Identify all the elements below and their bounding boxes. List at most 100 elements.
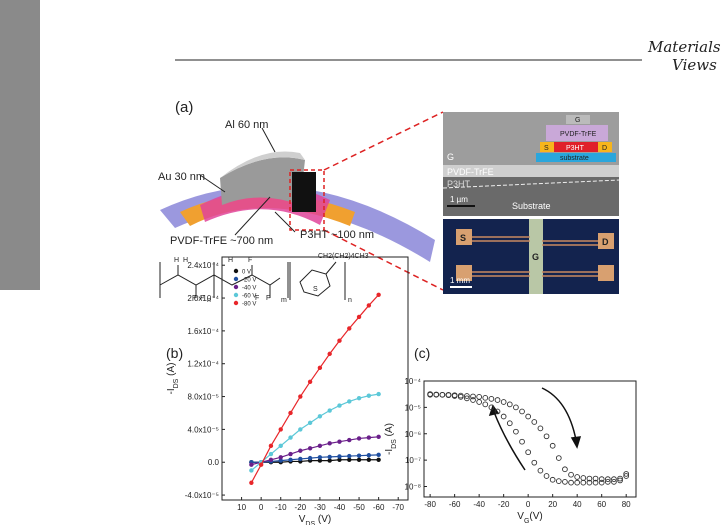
data-point [337,439,342,444]
data-point [347,453,352,459]
data-point [327,408,332,413]
data-point [451,393,458,399]
plot-frame [423,380,637,498]
data-point [298,394,303,399]
data-point [337,338,342,343]
data-point [580,479,587,486]
data-point [298,427,303,432]
sem-label: PVDF-TrFE [560,131,597,138]
y-tick-label: 2.0x10⁻⁴ [187,294,219,303]
data-point [586,479,593,486]
panel-label: (a) [175,99,193,116]
x-tick-label: 10 [237,503,246,512]
data-point [598,479,605,486]
data-point [278,458,283,463]
data-point [317,458,323,463]
data-point [327,454,332,460]
atom: H [174,257,179,264]
data-point [337,454,342,459]
panel-label: (b) [166,345,183,361]
data-point [327,351,332,357]
data-point [317,365,323,371]
data-point [433,391,440,398]
data-point [604,479,611,485]
sem-label: G [575,117,580,124]
data-point [427,391,433,397]
x-tick-label: 80 [622,500,631,509]
data-point [317,443,323,449]
data-point [288,451,293,457]
y-tick-label: 1.6x10⁻⁴ [187,327,219,336]
x-tick-label: -60 [449,500,461,509]
data-point [288,435,293,440]
side-bar [0,0,40,290]
legend-marker [233,284,239,290]
scale-bar-label: 1 mm [450,276,470,285]
x-tick-label: -20 [295,503,307,512]
legend-label: -40 V [242,286,256,292]
axis-title: -IDS (A) [384,423,398,455]
y-tick-label: -4.0x10⁻⁵ [185,491,219,500]
x-tick-label: 20 [548,500,557,509]
data-point [298,448,303,453]
data-point [307,379,313,384]
y-tick-label: 10⁻⁷ [405,456,421,465]
x-tick-label: -40 [334,503,346,512]
data-point [347,437,352,443]
data-point [549,476,556,483]
data-point [356,314,362,320]
data-point [531,419,538,425]
sem-label: substrate [560,155,589,162]
sem-label: P3HT [447,179,471,189]
layer-label: P3HT ~100 nm [300,229,374,241]
panel-label: (c) [414,345,430,361]
data-point [258,462,264,467]
layer-label: Al 60 nm [225,119,268,131]
device-illustration [160,111,444,291]
data-point [555,455,562,461]
x-tick-label: -50 [353,503,365,512]
data-point [249,462,254,467]
data-point [307,455,313,461]
data-point [617,477,623,484]
data-point [376,292,381,297]
logo: Materials [647,38,721,56]
data-point [317,414,323,419]
data-point [445,392,452,399]
data-point [500,413,507,420]
data-point [376,391,381,397]
x-tick-label: -30 [314,503,326,512]
data-point [623,473,630,479]
x-tick-label: 0 [526,500,531,509]
y-tick-label: 10⁻⁶ [405,430,421,439]
data-point [376,452,381,458]
data-point [574,474,581,480]
data-point [307,420,313,426]
data-point [337,403,342,408]
data-point [531,459,538,466]
data-point [604,476,611,483]
data-point [376,434,381,439]
y-tick-label: 8.0x10⁻⁵ [187,393,219,402]
atom: S [313,286,318,293]
data-point [278,443,283,449]
legend-label: 0 V [242,270,251,276]
x-tick-label: -80 [424,500,436,509]
data-point [537,467,544,474]
data-point [525,413,532,420]
legend-label: -80 V [242,302,256,308]
data-point [482,401,489,408]
data-point [568,479,574,486]
data-point [337,457,342,462]
layer-label: PVDF-TrFE ~700 nm [170,235,273,247]
y-tick-label: 0.0 [208,458,220,467]
legend-label: -20 V [242,278,256,284]
data-point [562,466,568,473]
data-point [439,391,446,398]
data-point [470,397,476,403]
data-point [298,456,303,462]
legend-marker [233,276,239,282]
data-point [366,435,372,440]
y-tick-label: 2.4x10⁻⁴ [187,261,219,270]
data-point [356,453,362,458]
